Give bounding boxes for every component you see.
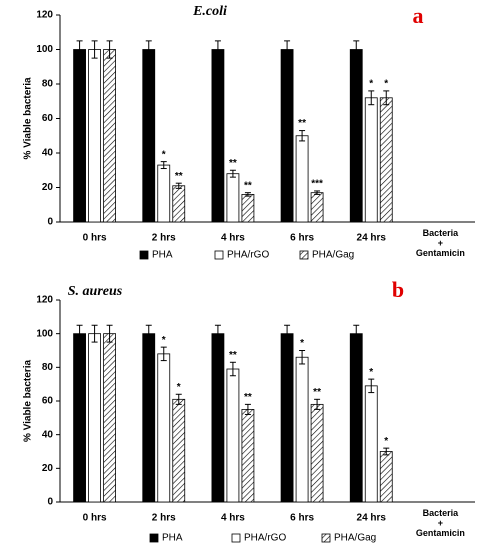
legend-label: PHA/Gag	[312, 250, 354, 261]
bar	[280, 333, 294, 503]
y-tick-label: 100	[36, 44, 53, 55]
bar	[295, 356, 309, 503]
x-tick-label: Bacteria + Gentamicin	[416, 228, 465, 258]
bar	[349, 333, 363, 503]
y-tick-label: 0	[47, 217, 53, 228]
bar	[211, 49, 225, 223]
significance: *	[384, 79, 388, 90]
y-axis-label: % Viable bacteria	[23, 77, 34, 160]
bar	[88, 49, 101, 223]
significance: **	[244, 392, 252, 403]
bar	[157, 353, 171, 503]
y-tick-label: 0	[47, 497, 53, 508]
panel-label: b	[392, 277, 404, 302]
significance: **	[298, 118, 306, 129]
bar	[241, 193, 255, 223]
x-tick-label: 0 hrs	[83, 233, 107, 244]
bar	[142, 49, 156, 223]
chart-title: S. aureus	[68, 284, 123, 299]
bar	[226, 368, 240, 503]
bar	[349, 49, 363, 223]
legend-label: PHA/rGO	[227, 250, 269, 261]
bar	[241, 409, 255, 503]
bar	[73, 49, 86, 223]
y-tick-label: 40	[42, 148, 54, 159]
x-tick-label: Bacteria + Gentamicin	[416, 508, 465, 538]
significance: *	[162, 149, 166, 160]
significance: *	[369, 79, 373, 90]
y-tick-label: 120	[36, 10, 53, 21]
legend-swatch	[139, 250, 149, 260]
legend-label: PHA/rGO	[244, 533, 286, 544]
bar	[310, 192, 324, 223]
bar	[88, 333, 101, 503]
legend-swatch	[149, 533, 159, 543]
y-tick-label: 40	[42, 429, 54, 440]
x-tick-label: 0 hrs	[83, 513, 107, 524]
bar	[73, 333, 86, 503]
legend-swatch	[214, 250, 224, 260]
legend-swatch	[299, 250, 309, 260]
legend-swatch	[231, 533, 241, 543]
y-tick-label: 100	[36, 328, 53, 339]
significance: **	[229, 350, 237, 361]
bar	[280, 49, 294, 223]
significance: *	[369, 367, 373, 378]
significance: **	[175, 171, 183, 182]
bar	[226, 173, 240, 223]
legend-label: PHA/Gag	[334, 533, 376, 544]
bar	[364, 97, 378, 223]
legend-label: PHA	[152, 250, 173, 261]
bar	[211, 333, 225, 503]
x-tick-label: 2 hrs	[152, 513, 176, 524]
bar	[364, 385, 378, 503]
significance: *	[162, 335, 166, 346]
panel-label: a	[413, 3, 424, 28]
x-tick-label: 24 hrs	[357, 233, 387, 244]
legend-label: PHA	[162, 533, 183, 544]
bar	[103, 49, 116, 223]
bar	[379, 97, 393, 223]
significance: **	[244, 180, 252, 191]
chart-title: E.coli	[192, 4, 227, 19]
x-tick-label: 2 hrs	[152, 233, 176, 244]
bar	[295, 135, 309, 223]
significance: ***	[311, 179, 323, 190]
bar	[157, 164, 171, 223]
significance: *	[300, 338, 304, 349]
y-tick-label: 20	[42, 463, 54, 474]
bar	[142, 333, 156, 503]
x-tick-label: 4 hrs	[221, 513, 245, 524]
x-tick-label: 4 hrs	[221, 233, 245, 244]
significance: *	[384, 436, 388, 447]
y-axis-label: % Viable bacteria	[23, 360, 34, 443]
bar	[379, 451, 393, 503]
bar	[172, 185, 186, 223]
significance: **	[229, 158, 237, 169]
y-tick-label: 60	[42, 396, 54, 407]
x-tick-label: 6 hrs	[290, 513, 314, 524]
y-tick-label: 80	[42, 79, 54, 90]
y-tick-label: 80	[42, 362, 54, 373]
bar	[103, 333, 116, 503]
significance: *	[177, 382, 181, 393]
x-tick-label: 24 hrs	[357, 513, 387, 524]
bar	[172, 398, 186, 503]
y-tick-label: 20	[42, 182, 54, 193]
y-tick-label: 60	[42, 113, 54, 124]
x-tick-label: 6 hrs	[290, 233, 314, 244]
significance: **	[313, 387, 321, 398]
bar	[310, 403, 324, 503]
legend-swatch	[321, 533, 331, 543]
y-tick-label: 120	[36, 295, 53, 306]
